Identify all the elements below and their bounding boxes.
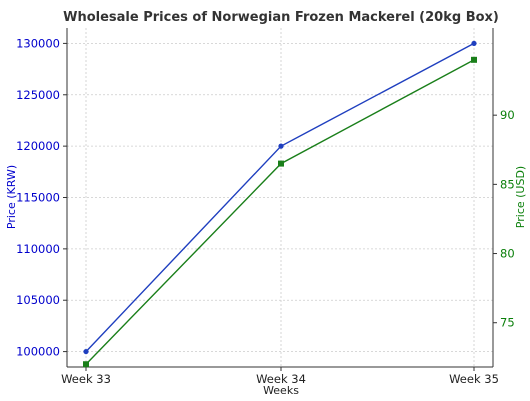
data-point-krw [83,348,89,355]
y-left-tick-label: 130000 [16,36,60,50]
x-tick-label: Week 35 [449,372,499,386]
y-right-tick-label: 85 [500,177,515,191]
y-left-tick-label: 100000 [16,345,60,359]
y-left-ticks: 100000 105000 110000 115000 120000 125000 1300… [16,36,67,359]
y-left-axis-label: Price (KRW) [5,165,18,229]
y-left-tick-label: 125000 [16,88,60,102]
y-right-tick-label: 90 [500,108,515,122]
y-left-tick-label: 110000 [16,242,60,256]
data-point-usd [83,361,89,368]
y-left-tick-label: 105000 [16,293,60,307]
grid [67,28,493,367]
data-point-krw [278,143,284,149]
y-left-tick-label: 115000 [16,191,60,205]
data-point-usd [471,56,477,63]
y-right-tick-label: 75 [500,316,515,330]
series [83,40,477,368]
x-ticks: Week 33 Week 34 Week 35 [61,367,499,386]
series-line-right [85,59,475,365]
y-right-ticks: 75 80 85 90 [493,108,515,330]
x-axis-label: Weeks [263,384,299,397]
data-point-krw [471,40,477,47]
data-point-usd [278,160,284,167]
y-left-tick-label: 120000 [16,139,60,153]
x-tick-label: Week 34 [256,372,306,386]
y-right-axis-label: Price (USD) [514,166,527,228]
chart-title: Wholesale Prices of Norwegian Frozen Mac… [63,10,499,25]
x-tick-label: Week 33 [61,372,111,386]
y-right-tick-label: 80 [500,247,515,261]
